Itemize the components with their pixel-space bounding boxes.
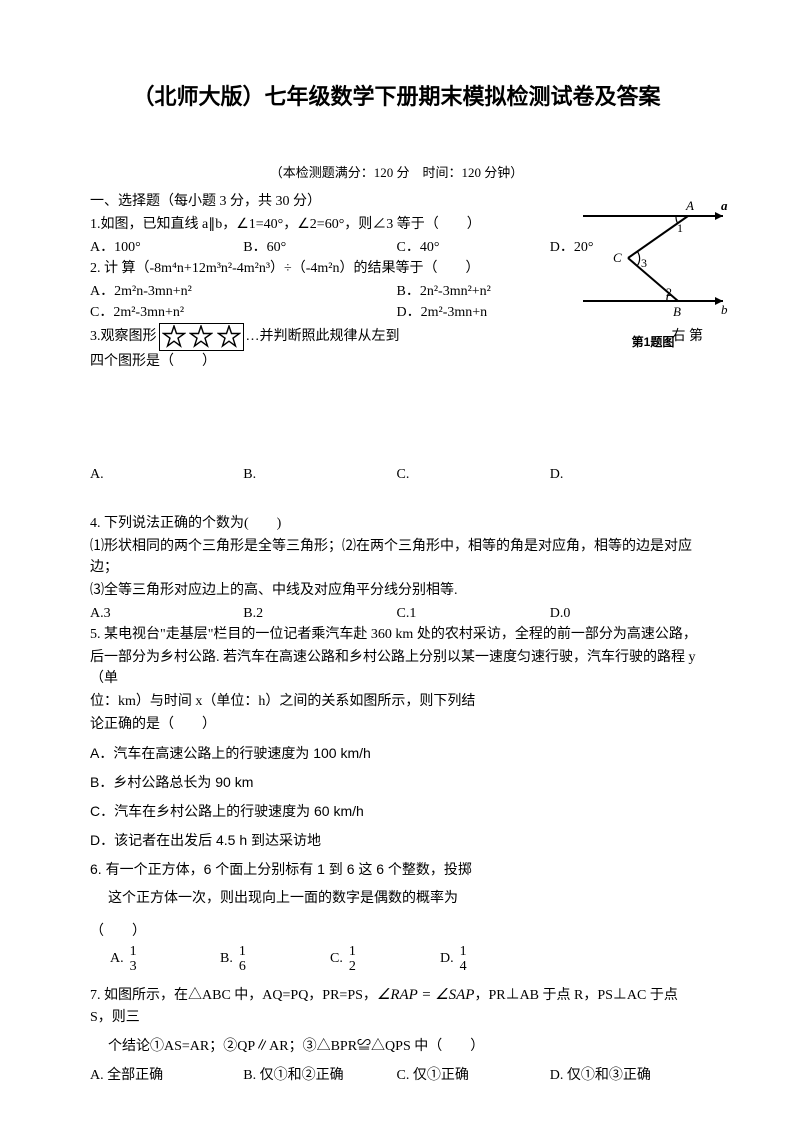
- q3-opt-B: B.: [243, 464, 396, 485]
- figure-1-caption: 第1题图: [573, 333, 733, 351]
- q2-opt-C: C．2m²-3mn+n²: [90, 302, 397, 323]
- q5-opt-B: B．乡村公路总长为 90 km: [90, 772, 703, 793]
- fig1-label-b: b: [721, 302, 728, 317]
- figure-1-svg: A B C a b 1 3 2: [573, 196, 733, 326]
- q4-opt-B: B.2: [243, 603, 396, 624]
- q5-l4: 论正确的是（ ）: [90, 714, 703, 735]
- q7-opt-A: A. 全部正确: [90, 1065, 243, 1086]
- fig1-angle-2: 2: [666, 285, 672, 299]
- q7-options: A. 全部正确 B. 仅①和②正确 C. 仅①正确 D. 仅①和③正确: [90, 1065, 703, 1086]
- fig1-angle-3: 3: [641, 256, 647, 270]
- q3-options: A. B. C. D.: [90, 464, 703, 485]
- q6-opt-B: B. 16: [220, 944, 330, 975]
- q6-l2: 这个正方体一次，则出现向上一面的数字是偶数的概率为: [90, 888, 703, 909]
- q6-l1: 6. 有一个正方体，6 个面上分别标有 1 到 6 这 6 个整数，投掷: [90, 859, 703, 880]
- q5-l3: 位：km）与时间 x（单位：h）之间的关系如图所示，则下列结: [90, 691, 703, 712]
- q4-options: A.3 B.2 C.1 D.0: [90, 603, 703, 624]
- q2-opt-A: A．2m²n-3mn+n²: [90, 281, 397, 302]
- q6-C-label: C.: [330, 948, 343, 969]
- q6-blank: （ ）: [90, 921, 703, 942]
- q7-opt-B: B. 仅①和②正确: [243, 1065, 396, 1086]
- q6-opt-D: D. 14: [440, 944, 550, 975]
- q6-opt-A: A. 13: [110, 944, 220, 975]
- fraction: 13: [130, 944, 137, 975]
- q6-D-label: D.: [440, 948, 454, 969]
- fraction: 12: [349, 944, 356, 975]
- q5-l1: 5. 某电视台"走基层"栏目的一位记者乘汽车赴 360 km 处的农村采访，全程…: [90, 624, 703, 645]
- fig1-label-a: a: [721, 198, 728, 213]
- star-sequence: [159, 323, 244, 351]
- q7-l1-pre: 7. 如图所示，在△ABC 中，AQ=PQ，PR=PS，: [90, 988, 377, 1003]
- q5-opt-A: A．汽车在高速公路上的行驶速度为 100 km/h: [90, 743, 703, 764]
- q5-l2: 后一部分为乡村公路. 若汽车在高速公路和乡村公路上分别以某一速度匀速行驶，汽车行…: [90, 647, 703, 689]
- exam-info: （本检测题满分：120 分 时间：120 分钟）: [90, 163, 703, 183]
- fig1-label-C: C: [613, 250, 622, 265]
- page-title: （北师大版）七年级数学下册期末模拟检测试卷及答案: [90, 80, 703, 113]
- q3-mid: …并判断照此规律从左到: [246, 326, 400, 347]
- fig1-label-B: B: [673, 304, 681, 319]
- fig1-label-A: A: [685, 198, 694, 213]
- q3-opt-D: D.: [550, 464, 703, 485]
- q7-l2: 个结论①AS=AR；②QP∥AR；③△BPR≌△QPS 中（ ）: [90, 1036, 703, 1057]
- fraction: 14: [460, 944, 467, 975]
- q3-pre: 3.观察图形: [90, 326, 157, 347]
- star-icon: [162, 325, 186, 349]
- q3-opt-C: C.: [397, 464, 550, 485]
- star-icon: [217, 325, 241, 349]
- fig1-angle-1: 1: [677, 221, 683, 235]
- q6-A-label: A.: [110, 948, 124, 969]
- q7-l1: 7. 如图所示，在△ABC 中，AQ=PQ，PR=PS，∠RAP = ∠SAP，…: [90, 984, 703, 1028]
- q6-B-label: B.: [220, 948, 233, 969]
- q1-opt-B: B．60°: [243, 237, 396, 258]
- q1-opt-A: A．100°: [90, 237, 243, 258]
- q6-opt-C: C. 12: [330, 944, 440, 975]
- q4-opt-C: C.1: [397, 603, 550, 624]
- q7-l1-mid: ∠RAP = ∠SAP: [377, 987, 475, 1003]
- q7-opt-C: C. 仅①正确: [397, 1065, 550, 1086]
- q5-opt-D: D．该记者在出发后 4.5 h 到达采访地: [90, 830, 703, 851]
- q4-text: 4. 下列说法正确的个数为( ): [90, 513, 703, 534]
- q4-s2: ⑶全等三角形对应边上的高、中线及对应角平分线分别相等.: [90, 580, 703, 601]
- q1-opt-C: C．40°: [397, 237, 550, 258]
- q3-opt-A: A.: [90, 464, 243, 485]
- q5-opt-C: C．汽车在乡村公路上的行驶速度为 60 km/h: [90, 801, 703, 822]
- q4-opt-A: A.3: [90, 603, 243, 624]
- star-icon: [189, 325, 213, 349]
- q7-opt-D: D. 仅①和③正确: [550, 1065, 703, 1086]
- q6-options: A. 13 B. 16 C. 12 D. 14: [90, 944, 703, 975]
- figure-1: A B C a b 1 3 2 第1题图: [573, 196, 733, 356]
- q4-s1: ⑴形状相同的两个三角形是全等三角形；⑵在两个三角形中，相等的角是对应角，相等的边…: [90, 536, 703, 578]
- content: A B C a b 1 3 2 第1题图 一、选择题（每小题 3 分，共 30 …: [90, 191, 703, 1086]
- q4-opt-D: D.0: [550, 603, 703, 624]
- fraction: 16: [239, 944, 246, 975]
